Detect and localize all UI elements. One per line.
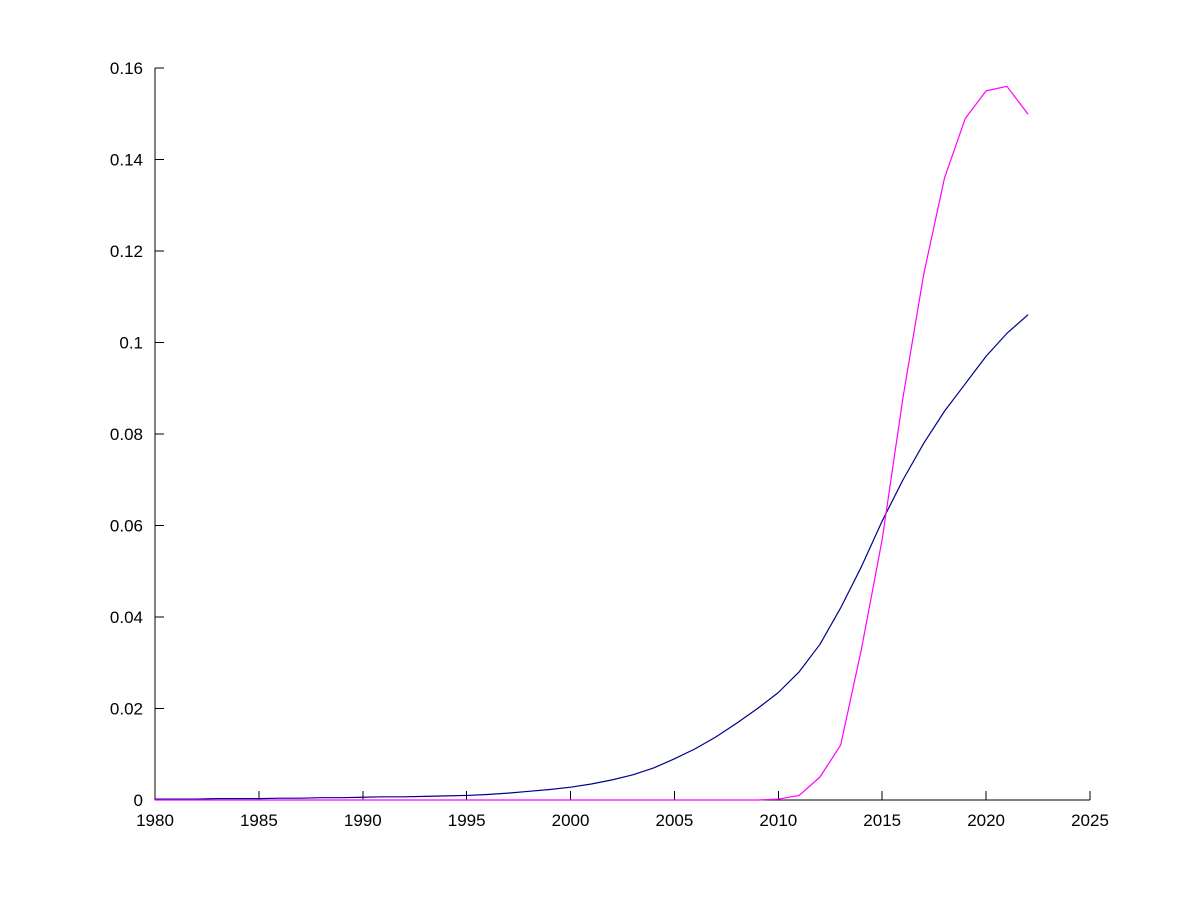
y-tick-label: 0.14 [110,151,143,170]
y-tick-label: 0.1 [119,334,143,353]
x-tick-label: 1995 [448,811,486,830]
x-tick-label: 1985 [240,811,278,830]
y-tick-label: 0.12 [110,242,143,261]
axes-group [154,68,1090,801]
x-tick-label: 2025 [1071,811,1109,830]
y-axis: 0 0.02 0.04 0.06 0.08 0.1 0.12 0.14 0.16 [110,59,164,810]
y-tick-label: 0.06 [110,517,143,536]
series-line-slow-growth-series [154,314,1029,800]
x-tick-label: 1980 [136,811,174,830]
y-tick-label: 0.16 [110,59,143,78]
x-axis: 1980 1985 1990 1995 2000 2005 2010 2015 2020 2025 [136,791,1109,830]
x-tick-label: 2010 [759,811,797,830]
y-tick-label: 0.08 [110,425,143,444]
x-tick-label: 2015 [863,811,901,830]
series-lines [154,85,1029,801]
y-tick-label: 0.02 [110,700,143,719]
x-tick-label: 2005 [656,811,694,830]
x-tick-label: 2020 [967,811,1005,830]
x-tick-label: 2000 [552,811,590,830]
y-tick-label: 0.04 [110,608,143,627]
y-tick-label: 0 [134,791,143,810]
x-tick-label: 1990 [344,811,382,830]
series-line-rapid-growth-series [154,85,1029,801]
